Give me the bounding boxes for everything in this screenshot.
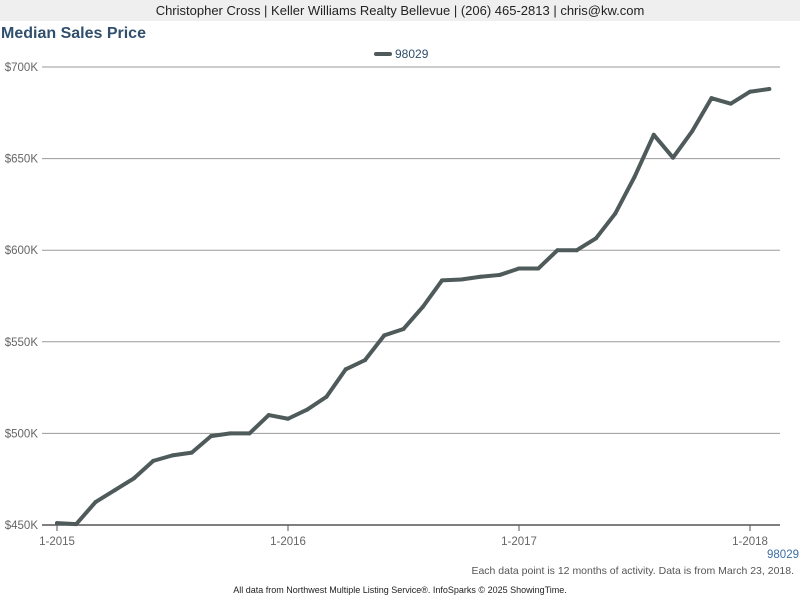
contact-header: Christopher Cross | Keller Williams Real… xyxy=(0,0,800,21)
data-point xyxy=(286,416,290,421)
data-point xyxy=(536,266,541,271)
data-point xyxy=(555,248,560,253)
data-point xyxy=(266,413,271,418)
data-point xyxy=(247,431,252,436)
data-point xyxy=(132,476,136,481)
grid-lines xyxy=(42,66,780,526)
data-point xyxy=(767,86,772,91)
data-point xyxy=(151,458,156,463)
x-tick-label: 1-2018 xyxy=(732,536,768,548)
data-point xyxy=(55,521,59,526)
y-tick-label: $600K xyxy=(5,245,39,257)
data-point xyxy=(613,211,618,216)
y-tick-label: $550K xyxy=(5,337,39,349)
data-source: All data from Northwest Multiple Listing… xyxy=(233,585,567,595)
data-point xyxy=(459,277,464,282)
data-point xyxy=(363,358,367,363)
contact-text: Christopher Cross | Keller Williams Real… xyxy=(155,3,645,18)
data-point xyxy=(420,304,425,309)
x-axis-ticks: 1-2015 1-2016 1-2017 1-2018 xyxy=(39,525,768,548)
data-point xyxy=(690,129,695,134)
data-point xyxy=(382,333,387,338)
data-point xyxy=(343,367,348,372)
legend-label: 98029 xyxy=(395,47,429,61)
data-point xyxy=(671,155,675,160)
y-tick-label: $650K xyxy=(5,154,39,166)
data-point xyxy=(401,326,406,331)
y-tick-label: $700K xyxy=(5,62,39,74)
data-point xyxy=(170,453,175,458)
data-point xyxy=(93,500,98,505)
chart-title: Median Sales Price xyxy=(1,25,146,42)
data-point xyxy=(324,394,329,399)
line-chart: $450K$500K$550K$600K$650K$700K 1-2015 1-2… xyxy=(5,47,799,561)
y-tick-label: $450K xyxy=(5,520,39,532)
data-point xyxy=(574,248,579,253)
data-point xyxy=(305,407,310,412)
x-tick-label: 1-2016 xyxy=(270,536,306,548)
data-point xyxy=(748,89,752,94)
y-tick-label: $500K xyxy=(5,428,39,440)
x-tick-label: 1-2017 xyxy=(501,536,537,548)
data-point xyxy=(228,431,233,436)
series-line xyxy=(55,86,772,527)
data-point xyxy=(478,274,483,279)
legend: 98029 xyxy=(374,47,429,61)
data-point xyxy=(74,522,79,527)
series-end-label: 98029 xyxy=(767,549,799,561)
data-point xyxy=(709,96,714,101)
data-point xyxy=(112,488,117,493)
x-tick-label: 1-2015 xyxy=(39,536,75,548)
data-footnote: Each data point is 12 months of activity… xyxy=(471,565,794,577)
data-point xyxy=(209,434,213,439)
data-point xyxy=(497,272,502,277)
data-point xyxy=(728,101,733,106)
data-point xyxy=(632,174,637,179)
data-point xyxy=(440,278,444,283)
series-lines xyxy=(55,86,772,527)
series-end-labels: 98029 xyxy=(767,549,799,561)
y-axis-ticks: $450K $500K $550K $600K $650K $700K xyxy=(5,62,39,532)
data-point xyxy=(517,266,521,271)
data-point xyxy=(651,132,656,137)
data-point xyxy=(189,450,194,455)
data-point xyxy=(594,236,598,241)
